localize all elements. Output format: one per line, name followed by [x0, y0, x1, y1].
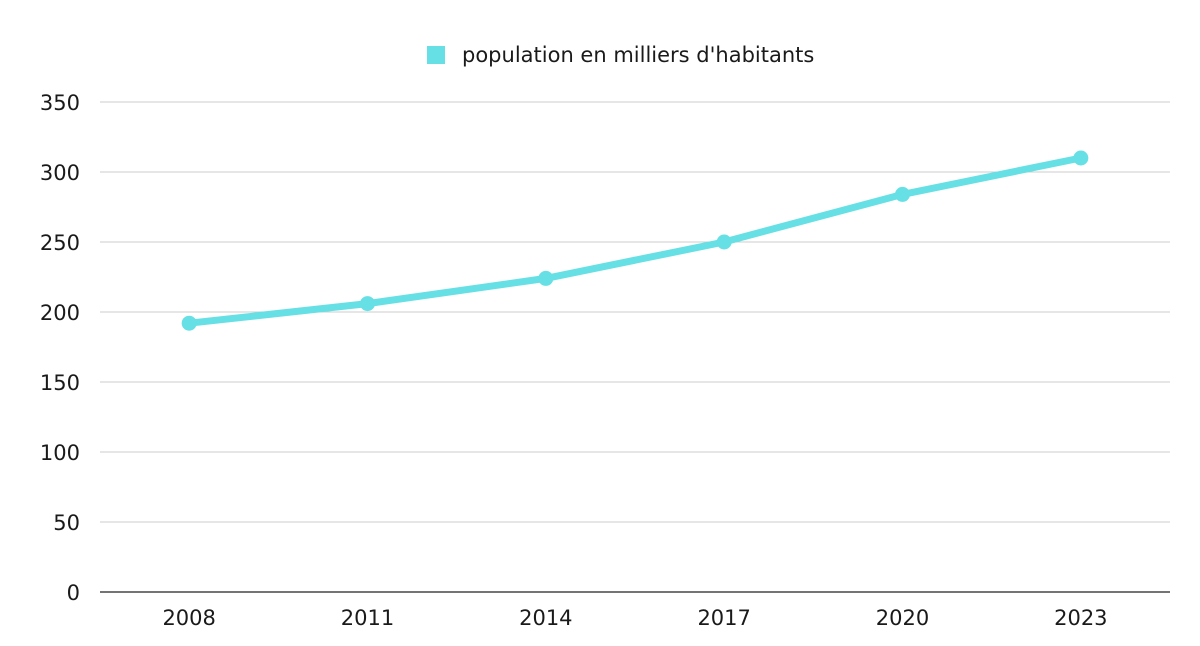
legend-swatch [427, 46, 445, 64]
x-tick-label: 2020 [876, 606, 929, 630]
data-point [716, 234, 732, 250]
legend: population en milliers d'habitants [427, 43, 814, 67]
x-tick-label: 2011 [341, 606, 394, 630]
y-tick-label: 0 [67, 581, 80, 605]
y-tick-label: 300 [40, 161, 80, 185]
x-tick-label: 2014 [519, 606, 572, 630]
data-point [538, 270, 554, 286]
data-point [360, 296, 375, 312]
legend-label: population en milliers d'habitants [462, 43, 814, 67]
x-tick-label: 2023 [1054, 606, 1107, 630]
x-axis-tick-labels: 2008 2011 2014 2017 2020 2023 [162, 606, 1107, 630]
y-tick-label: 150 [40, 371, 80, 395]
y-tick-label: 50 [53, 511, 80, 535]
y-tick-label: 250 [40, 231, 80, 255]
x-tick-label: 2008 [162, 606, 215, 630]
data-point [1073, 150, 1089, 166]
data-point [181, 315, 197, 331]
data-point [895, 186, 910, 202]
y-tick-label: 100 [40, 441, 80, 465]
series-layer [181, 150, 1089, 331]
x-tick-label: 2017 [697, 606, 750, 630]
series-line [185, 154, 1085, 327]
y-axis-tick-labels: 0 50 100 150 200 250 300 350 [40, 91, 80, 605]
y-tick-label: 200 [40, 301, 80, 325]
y-tick-label: 350 [40, 91, 80, 115]
